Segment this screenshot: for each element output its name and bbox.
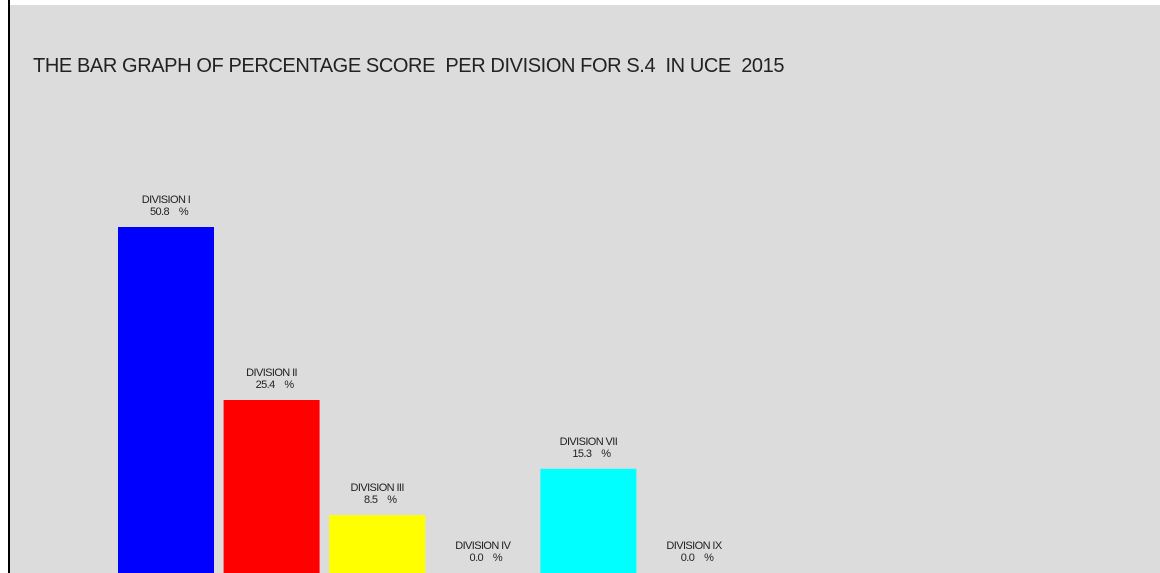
bar — [223, 400, 320, 573]
value-label: 0.0 % — [470, 552, 503, 564]
left-border — [8, 0, 10, 573]
value-label: 8.5 % — [364, 494, 397, 506]
bar — [540, 468, 637, 573]
chart-title: THE BAR GRAPH OF PERCENTAGE SCORE PER DI… — [33, 55, 784, 77]
category-label: DIVISION IV — [455, 540, 511, 552]
category-label: DIVISION II — [246, 367, 297, 379]
value-label: 50.8 % — [150, 206, 189, 218]
value-label: 15.3 % — [572, 448, 611, 460]
bar — [329, 515, 426, 573]
category-label: DIVISION IX — [666, 540, 722, 552]
category-label: DIVISION I — [142, 194, 191, 206]
bar — [118, 227, 214, 573]
category-label: DIVISION III — [351, 482, 405, 494]
category-label: DIVISION VII — [560, 436, 618, 448]
value-label: 0.0 % — [681, 552, 714, 564]
value-label: 25.4 % — [256, 379, 295, 391]
